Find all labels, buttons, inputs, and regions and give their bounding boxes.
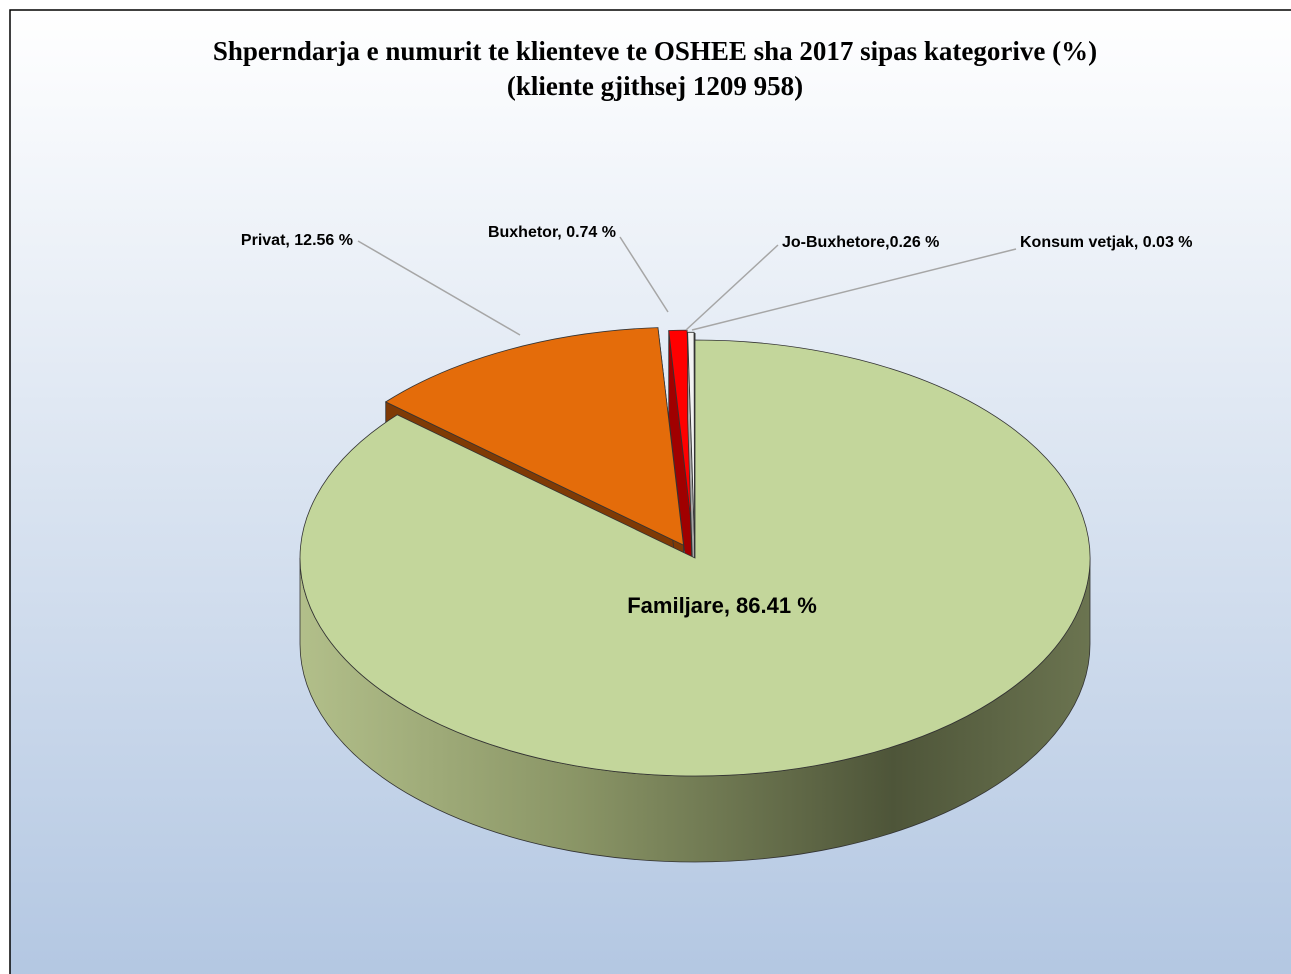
data-label: Familjare, 86.41 %	[627, 593, 817, 618]
chart-subtitle: (kliente gjithsej 1209 958)	[507, 71, 803, 101]
chart-title: Shperndarja e numurit te klienteve te OS…	[213, 36, 1097, 66]
leader-line	[619, 236, 669, 313]
data-label: Konsum vetjak, 0.03 %	[1020, 234, 1193, 251]
data-label: Buxhetor, 0.74 %	[488, 224, 616, 241]
value-label: , 12.56 %	[285, 232, 353, 249]
data-label: Jo-Buxhetore,0.26 %	[782, 234, 939, 251]
slice	[299, 339, 1091, 863]
category-name: Konsum vetjak	[1020, 234, 1134, 251]
slice-top	[687, 331, 696, 551]
data-label: Privat, 12.56 %	[241, 232, 353, 249]
value-label: , 86.41 %	[724, 593, 817, 618]
value-label: ,0.26 %	[885, 234, 939, 251]
leader-line	[685, 244, 779, 331]
leader-line	[357, 240, 521, 336]
leader-line	[691, 248, 1017, 331]
category-name: Privat	[241, 232, 286, 249]
slice-top	[299, 339, 1091, 777]
category-name: Buxhetor	[488, 224, 558, 241]
category-name: Familjare	[627, 593, 724, 618]
category-name: Jo-Buxhetore	[782, 234, 885, 251]
value-label: , 0.03 %	[1134, 234, 1193, 251]
value-label: , 0.74 %	[557, 224, 616, 241]
slice-top	[384, 327, 684, 546]
